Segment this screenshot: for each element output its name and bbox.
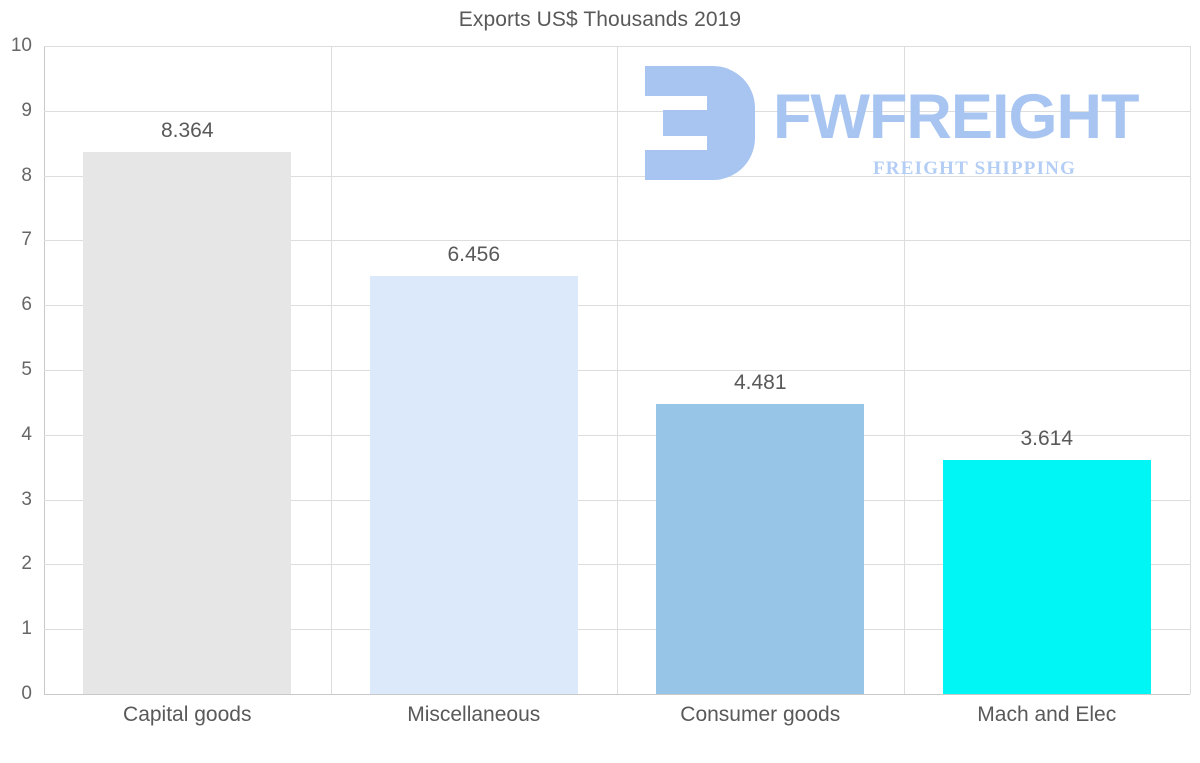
bar-value-label: 3.614 (1020, 426, 1074, 450)
y-axis-tick-label: 4 (21, 423, 32, 445)
y-axis-tick-label: 9 (21, 99, 32, 121)
y-axis-tick-label: 0 (21, 683, 32, 704)
bar-value-label: 6.456 (447, 242, 501, 266)
bar[interactable] (83, 152, 292, 694)
plot-area (44, 46, 1191, 695)
y-axis-tick-label: 7 (21, 229, 32, 251)
y-axis-tick-label: 3 (21, 488, 32, 510)
x-axis-category-label: Consumer goods (680, 703, 841, 726)
bar-value-label: 8.364 (160, 119, 214, 142)
y-axis-tick-label: 10 (10, 35, 32, 56)
y-axis-tick-label: 6 (21, 294, 32, 316)
gridline (44, 694, 1190, 695)
bar[interactable] (656, 403, 865, 694)
x-axis-category-label: Miscellaneous (407, 703, 541, 726)
category-separator (1190, 46, 1191, 694)
bar-value-label: 4.481 (733, 370, 787, 394)
x-axis-category-label: Mach and Elec (977, 703, 1117, 726)
y-axis-tick-label: 2 (21, 553, 32, 575)
category-separator (331, 46, 332, 694)
bar[interactable] (942, 459, 1151, 694)
y-axis-tick-label: 8 (21, 164, 32, 186)
bar[interactable] (369, 275, 578, 694)
x-axis-category-label: Capital goods (123, 703, 252, 726)
y-axis-tick-label: 1 (21, 618, 32, 640)
y-axis-tick-label: 5 (21, 359, 32, 380)
chart-title: Exports US$ Thousands 2019 (458, 8, 742, 31)
category-separator (617, 46, 618, 694)
category-separator (904, 46, 905, 694)
